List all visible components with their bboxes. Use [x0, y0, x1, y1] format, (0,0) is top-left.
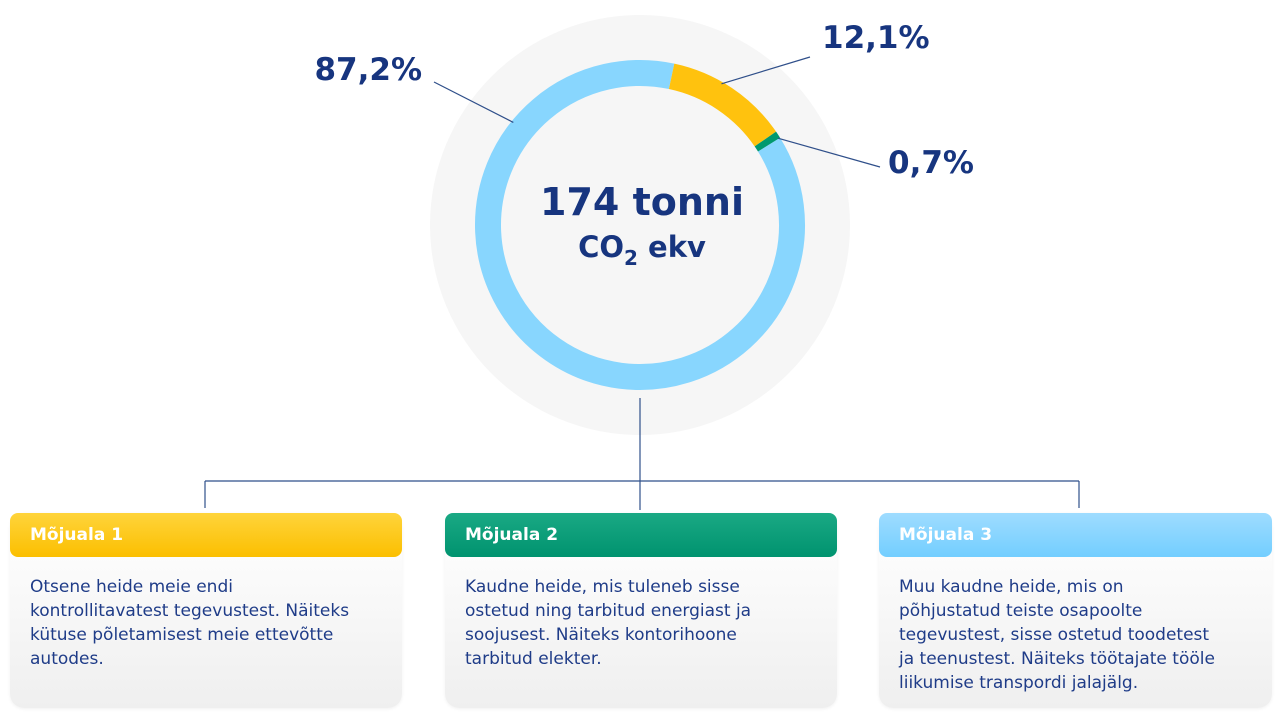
leader-line-3 — [777, 137, 881, 168]
donut-slice-2 — [668, 63, 777, 147]
slice-label-2: 12,1% — [822, 20, 930, 56]
slice-label-3: 0,7% — [888, 145, 974, 181]
scope-card-1-title: Mõjuala 1 — [10, 513, 402, 557]
slice-labels: 87,2% 12,1% 0,7% — [314, 20, 974, 181]
scope-card-1: Mõjuala 1 Otsene heide meie endi kontrol… — [10, 513, 402, 708]
scope-card-2-title: Mõjuala 2 — [445, 513, 837, 557]
scope-card-3-text: Muu kaudne heide, mis on põhjustatud tei… — [899, 577, 1215, 693]
donut-slice-1 — [475, 60, 805, 390]
connector-tree — [204, 398, 1080, 510]
leader-line-1 — [433, 81, 514, 123]
scope-card-1-text: Otsene heide meie endi kontrollitavatest… — [30, 577, 350, 669]
donut-slice-3 — [754, 131, 781, 152]
slice-label-1: 87,2% — [314, 52, 422, 88]
scope-card-3-title: Mõjuala 3 — [879, 513, 1272, 557]
center-unit-subscript: 2 — [624, 246, 638, 270]
leader-line-2 — [721, 56, 811, 85]
center-unit: CO2 ekv — [578, 230, 706, 270]
center-unit-suffix: ekv — [638, 230, 706, 264]
center-unit-prefix: CO — [578, 230, 624, 264]
scope-card-2-text: Kaudne heide, mis tuleneb sisse ostetud … — [465, 577, 752, 669]
scope-card-3: Mõjuala 3 Muu kaudne heide, mis on põhju… — [879, 513, 1272, 708]
leader-lines — [433, 56, 881, 168]
scope-card-2: Mõjuala 2 Kaudne heide, mis tuleneb siss… — [445, 513, 837, 708]
center-title: 174 tonni — [540, 180, 744, 224]
donut-slices — [475, 60, 805, 390]
